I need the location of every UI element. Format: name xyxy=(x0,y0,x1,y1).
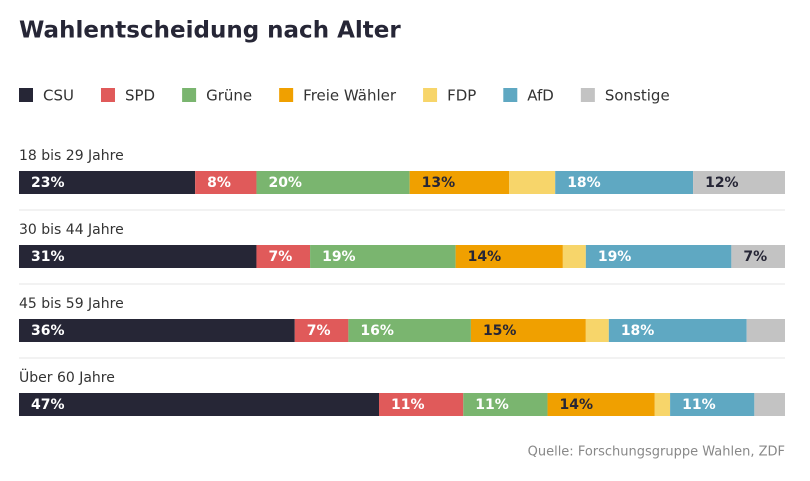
legend-swatch xyxy=(423,88,438,102)
bar-segment xyxy=(585,319,609,342)
bar-segment xyxy=(256,171,410,194)
bar-segment xyxy=(310,245,456,268)
legend-swatch xyxy=(100,88,115,102)
value-label: 31% xyxy=(31,249,65,265)
bar-segment xyxy=(562,245,586,268)
value-label: 36% xyxy=(31,323,65,339)
legend-label: AfD xyxy=(527,87,554,105)
value-label: 20% xyxy=(268,175,302,191)
value-label: 7% xyxy=(743,249,767,265)
value-label: 47% xyxy=(31,397,65,413)
value-label: 19% xyxy=(322,249,356,265)
legend-swatch xyxy=(580,88,595,102)
legend-swatch xyxy=(503,88,518,102)
bar-segment xyxy=(195,171,257,194)
source: Quelle: Forschungsgruppe Wahlen, ZDF xyxy=(528,445,785,460)
legend-label: Freie Wähler xyxy=(303,87,397,105)
bar-segment xyxy=(455,245,563,268)
bar-segment xyxy=(670,393,755,416)
value-label: 23% xyxy=(31,175,65,191)
value-label: 15% xyxy=(483,323,517,339)
value-label: 18% xyxy=(621,323,655,339)
row-label: 18 bis 29 Jahre xyxy=(19,148,124,164)
bar-segment xyxy=(608,319,747,342)
legend-swatch xyxy=(19,88,33,102)
bar-segment xyxy=(731,245,785,268)
bar-segment xyxy=(585,245,732,268)
value-label: 14% xyxy=(560,397,594,413)
row-label: Über 60 Jahre xyxy=(19,368,115,386)
bar-segment xyxy=(754,393,785,416)
row-label: 30 bis 44 Jahre xyxy=(19,222,124,238)
value-label: 13% xyxy=(422,175,456,191)
bar-segment xyxy=(547,393,655,416)
bar-segment xyxy=(256,245,311,268)
value-label: 8% xyxy=(207,175,231,191)
value-label: 7% xyxy=(307,323,331,339)
legend-label: FDP xyxy=(447,87,476,105)
bar-segment xyxy=(19,319,295,342)
bar-segment xyxy=(294,319,349,342)
bar-segment xyxy=(555,171,694,194)
bar-segment xyxy=(19,393,380,416)
bar-segment xyxy=(463,393,548,416)
value-label: 12% xyxy=(705,175,739,191)
value-label: 11% xyxy=(475,397,509,413)
legend-swatch xyxy=(279,88,294,102)
bar-segment xyxy=(654,393,671,416)
value-label: 7% xyxy=(268,249,292,265)
legend-swatch xyxy=(182,88,197,102)
value-label: 11% xyxy=(391,397,425,413)
chart-title: Wahlentscheidung nach Alter xyxy=(19,18,401,44)
value-label: 19% xyxy=(598,249,632,265)
value-label: 11% xyxy=(682,397,716,413)
value-label: 16% xyxy=(360,323,394,339)
bar-segment xyxy=(470,319,586,342)
row-label: 45 bis 59 Jahre xyxy=(19,296,124,312)
bar-segment xyxy=(693,171,785,194)
bar-segment xyxy=(509,171,556,194)
bar-segment xyxy=(19,171,196,194)
value-label: 14% xyxy=(468,249,502,265)
bar-segment xyxy=(746,319,785,342)
legend-label: Grüne xyxy=(206,87,252,105)
legend-label: Sonstige xyxy=(605,87,670,105)
bar-segment xyxy=(348,319,471,342)
bar-segment xyxy=(409,171,510,194)
bar-segment xyxy=(379,393,464,416)
legend-label: SPD xyxy=(125,87,155,105)
legend-label: CSU xyxy=(43,87,74,105)
bar-segment xyxy=(19,245,257,268)
value-label: 18% xyxy=(567,175,601,191)
